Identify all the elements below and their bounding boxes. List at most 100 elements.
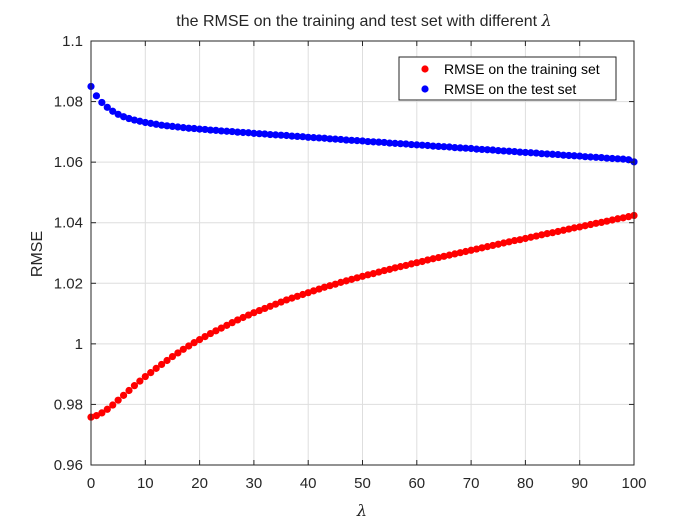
training-data-point: [353, 274, 361, 282]
grid-lines: [90, 40, 635, 466]
test-data-point: [440, 143, 448, 151]
training-data-point: [619, 214, 627, 222]
test-data-point: [483, 146, 491, 154]
training-data-point: [592, 219, 600, 227]
test-data-point: [136, 117, 144, 125]
test-data-point: [196, 125, 204, 133]
training-data-point: [364, 271, 372, 279]
training-data-point: [424, 256, 432, 264]
test-data-point: [467, 144, 475, 153]
test-data-point: [201, 125, 209, 134]
test-data-point: [375, 138, 383, 146]
test-data-point: [391, 139, 399, 147]
x-tick-label: 0: [87, 475, 95, 492]
training-data-point: [114, 396, 122, 404]
y-tick-label: 1.06: [54, 154, 83, 171]
test-data-point: [239, 128, 247, 137]
training-data-point: [228, 319, 236, 327]
training-data-point: [234, 316, 242, 324]
test-data-point: [152, 120, 160, 128]
test-data-point: [386, 139, 394, 147]
legend-marker-test: [421, 85, 429, 93]
training-data-point: [152, 364, 160, 372]
x-tick-label: 10: [137, 475, 154, 492]
test-data-point: [559, 151, 568, 159]
series-test: [87, 82, 638, 166]
training-data-point: [174, 349, 182, 357]
training-data-point: [586, 220, 595, 229]
training-data-point: [462, 247, 470, 256]
test-data-point: [141, 118, 149, 127]
test-data-point: [337, 135, 345, 144]
training-data-point: [190, 339, 198, 347]
test-data-point: [494, 147, 502, 155]
y-tick-label: 1.08: [54, 94, 83, 111]
training-data-point: [543, 230, 551, 238]
test-data-point: [554, 150, 562, 159]
training-data-point: [614, 215, 622, 223]
legend: RMSE on the training set RMSE on the tes…: [398, 56, 617, 101]
test-data-point: [434, 142, 443, 150]
training-data-point: [206, 329, 215, 338]
test-data-point: [413, 141, 421, 149]
test-data-point: [402, 140, 410, 148]
test-data-point: [472, 145, 481, 153]
x-tick-label: 20: [191, 475, 208, 492]
training-data-point: [402, 261, 410, 270]
test-data-point: [223, 127, 231, 135]
training-data-point: [548, 229, 557, 237]
test-data-point: [353, 137, 361, 145]
test-data-point: [396, 140, 405, 148]
training-data-point: [244, 311, 253, 319]
legend-label-training: RMSE on the training set: [444, 61, 600, 77]
legend-box: [398, 56, 617, 101]
test-data-point: [190, 124, 198, 133]
training-data-point: [310, 287, 318, 295]
training-data-point: [337, 278, 345, 286]
test-data-point: [516, 148, 524, 156]
training-data-point: [369, 269, 377, 278]
test-data-point: [510, 147, 519, 156]
y-axis-label: RMSE: [29, 231, 46, 277]
training-data-point: [570, 224, 578, 232]
training-data-point: [380, 266, 388, 275]
legend-marker-training: [421, 65, 429, 73]
training-data-point: [136, 377, 144, 385]
x-tick-label: 50: [354, 475, 371, 492]
training-data-point: [467, 246, 475, 254]
test-data-point: [272, 131, 280, 139]
training-data-point: [201, 332, 209, 341]
test-data-point: [130, 116, 139, 124]
training-data-point: [510, 236, 519, 245]
training-data-point: [554, 227, 562, 236]
training-data-point: [212, 327, 220, 335]
test-data-point: [462, 144, 470, 152]
x-tick-label: 40: [300, 475, 317, 492]
test-data-point: [592, 153, 600, 161]
training-data-point: [288, 294, 296, 302]
training-data-point: [565, 225, 573, 233]
training-data-point: [358, 272, 367, 280]
test-data-point: [315, 134, 323, 142]
training-data-point: [92, 412, 101, 420]
training-data-point: [429, 255, 437, 263]
test-data-point: [234, 128, 242, 136]
test-data-point: [304, 133, 312, 141]
training-data-point: [576, 223, 584, 231]
test-data-point: [310, 134, 318, 142]
training-data-point: [168, 352, 177, 361]
test-data-point: [543, 150, 551, 158]
training-data-point: [250, 309, 258, 317]
training-data-point: [527, 233, 535, 241]
training-data-point: [315, 285, 323, 293]
test-data-point: [429, 142, 437, 150]
training-data-point: [266, 302, 274, 310]
test-data-point: [532, 149, 540, 157]
x-tick-label: 30: [246, 475, 263, 492]
training-data-point: [125, 386, 133, 395]
test-data-point: [505, 147, 513, 155]
test-data-point: [603, 154, 611, 162]
training-data-point: [500, 239, 508, 247]
